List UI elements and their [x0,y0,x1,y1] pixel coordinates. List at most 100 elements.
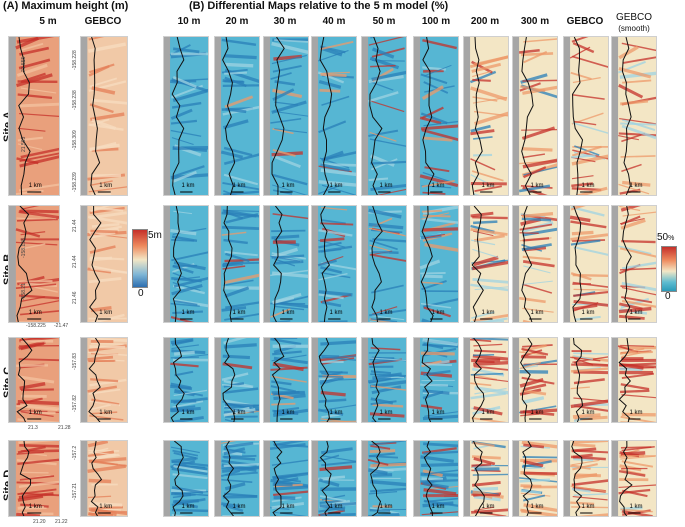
tick-c-bottom-1: 21.3 [28,425,38,431]
tick-b-lat-3: 21.46 [72,291,78,304]
scale-bar-label: 1 km [329,410,343,416]
map-b-b-3: 1 km [311,205,357,323]
map-a-b-5: 1 km [413,36,459,196]
map-b-a-0: 1 km [8,205,60,323]
scale-bar-label: 1 km [379,504,393,510]
tick-b-lat-2: 21.44 [72,255,78,268]
col-label-b-9: GEBCO [615,12,653,23]
scale-bar-label: 1 km [281,183,295,189]
map-c-a-0: 1 km [8,337,60,423]
colorbar-height-min: 0 [138,288,144,299]
tick-b-lon-1: -158.198 [21,238,27,258]
scale-bar-label: 1 km [581,183,595,189]
tick-a-lon-3: -158.309 [72,130,78,150]
map-c-b-9: 1 km [611,337,657,423]
map-c-b-6: 1 km [463,337,509,423]
scale-bar-label: 1 km [281,504,295,510]
scale-bar-label: 1 km [431,183,445,189]
scale-bar-label: 1 km [431,504,445,510]
map-d-a-0: 1 km [8,440,60,517]
map-d-b-5: 1 km [413,440,459,517]
map-a-a-1: 1 km [80,36,128,196]
map-c-b-5: 1 km [413,337,459,423]
tick-b-lat-1: 21.44 [72,219,78,232]
scale-bar-label: 1 km [281,410,295,416]
scale-bar-label: 1 km [379,310,393,316]
col-label-b-0: 10 m [177,16,201,27]
scale-bar-label: 1 km [481,183,495,189]
scale-bar-label: 1 km [232,183,246,189]
col-label-b-3: 40 m [322,16,346,27]
scale-bar-label: 1 km [28,504,42,510]
tick-d-bottom-2: 21.22 [55,519,68,525]
map-a-b-6: 1 km [463,36,509,196]
scale-bar-label: 1 km [581,310,595,316]
scale-bar-label: 1 km [629,410,643,416]
map-b-b-6: 1 km [463,205,509,323]
scale-bar-label: 1 km [99,310,113,316]
scale-bar-label: 1 km [481,310,495,316]
scale-bar-label: 1 km [629,310,643,316]
scale-bar-label: 1 km [181,310,195,316]
map-d-b-7: 1 km [512,440,558,517]
map-a-b-8: 1 km [563,36,609,196]
scale-bar-label: 1 km [99,410,113,416]
map-c-b-3: 1 km [311,337,357,423]
tick-c-lat-1: -157.83 [72,353,78,370]
map-a-b-0: 1 km [163,36,209,196]
map-a-b-3: 1 km [311,36,357,196]
scale-bar-label: 1 km [329,183,343,189]
scale-bar-label: 1 km [181,410,195,416]
colorbar-diff-unit: % [668,235,675,242]
section-b-title: (B) Differential Maps relative to the 5 … [189,0,449,12]
scale-bar-label: 1 km [181,183,195,189]
map-b-b-9: 1 km [611,205,657,323]
scale-bar-label: 1 km [481,504,495,510]
scale-bar-label: 1 km [530,183,544,189]
map-a-a-0: 1 km [8,36,60,196]
map-d-a-1: 1 km [80,440,128,517]
scale-bar-label: 1 km [379,183,393,189]
col-label-b-5: 100 m [421,16,451,27]
colorbar-diff-min: 0 [665,291,671,302]
scale-bar-label: 1 km [181,504,195,510]
scale-bar-label: 1 km [232,504,246,510]
tick-a-lon-4: -158.239 [72,172,78,192]
col-label-b-2: 30 m [273,16,297,27]
scale-bar-label: 1 km [530,504,544,510]
tick-c-lat-2: -157.82 [72,395,78,412]
map-c-a-1: 1 km [80,337,128,423]
map-d-b-3: 1 km [311,440,357,517]
map-a-b-4: 1 km [361,36,407,196]
col-sub-gebco-smooth: (smooth) [618,24,650,33]
map-d-b-6: 1 km [463,440,509,517]
scale-bar-label: 1 km [530,310,544,316]
map-d-b-4: 1 km [361,440,407,517]
tick-a-lon-1: -158.228 [72,50,78,70]
colorbar-diff [661,246,677,292]
scale-bar-label: 1 km [581,410,595,416]
scale-bar-label: 1 km [99,504,113,510]
col-label-a-gebco: GEBCO [84,16,122,27]
map-c-b-8: 1 km [563,337,609,423]
map-c-b-0: 1 km [163,337,209,423]
scale-bar-label: 1 km [481,410,495,416]
map-b-b-7: 1 km [512,205,558,323]
map-a-b-2: 1 km [263,36,309,196]
tick-a-lon-2: -158.238 [72,90,78,110]
colorbar-diff-max: 50% [657,232,674,243]
col-label-b-7: 300 m [520,16,550,27]
map-a-b-1: 1 km [214,36,260,196]
scale-bar-label: 1 km [629,183,643,189]
col-label-b-8: GEBCO [566,16,604,27]
map-a-b-7: 1 km [512,36,558,196]
map-b-b-0: 1 km [163,205,209,323]
map-c-b-1: 1 km [214,337,260,423]
map-b-b-8: 1 km [563,205,609,323]
map-b-b-2: 1 km [263,205,309,323]
col-label-b-4: 50 m [372,16,396,27]
tick-b-lon-2: -158.21 [21,283,27,300]
section-a-title: (A) Maximum height (m) [3,0,129,12]
col-label-b-1: 20 m [225,16,249,27]
scale-bar-label: 1 km [581,504,595,510]
